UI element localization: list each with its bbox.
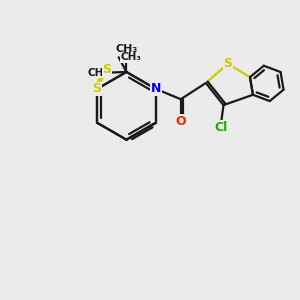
Text: N: N [151, 82, 161, 95]
Text: CH₃: CH₃ [120, 52, 141, 62]
Text: S: S [93, 82, 102, 95]
Text: CH₃: CH₃ [87, 68, 108, 78]
Text: S: S [93, 82, 102, 95]
Text: S: S [103, 63, 112, 76]
Text: O: O [176, 115, 186, 128]
Text: S: S [224, 57, 232, 70]
Text: Cl: Cl [214, 121, 227, 134]
Text: CH₃: CH₃ [115, 44, 138, 54]
